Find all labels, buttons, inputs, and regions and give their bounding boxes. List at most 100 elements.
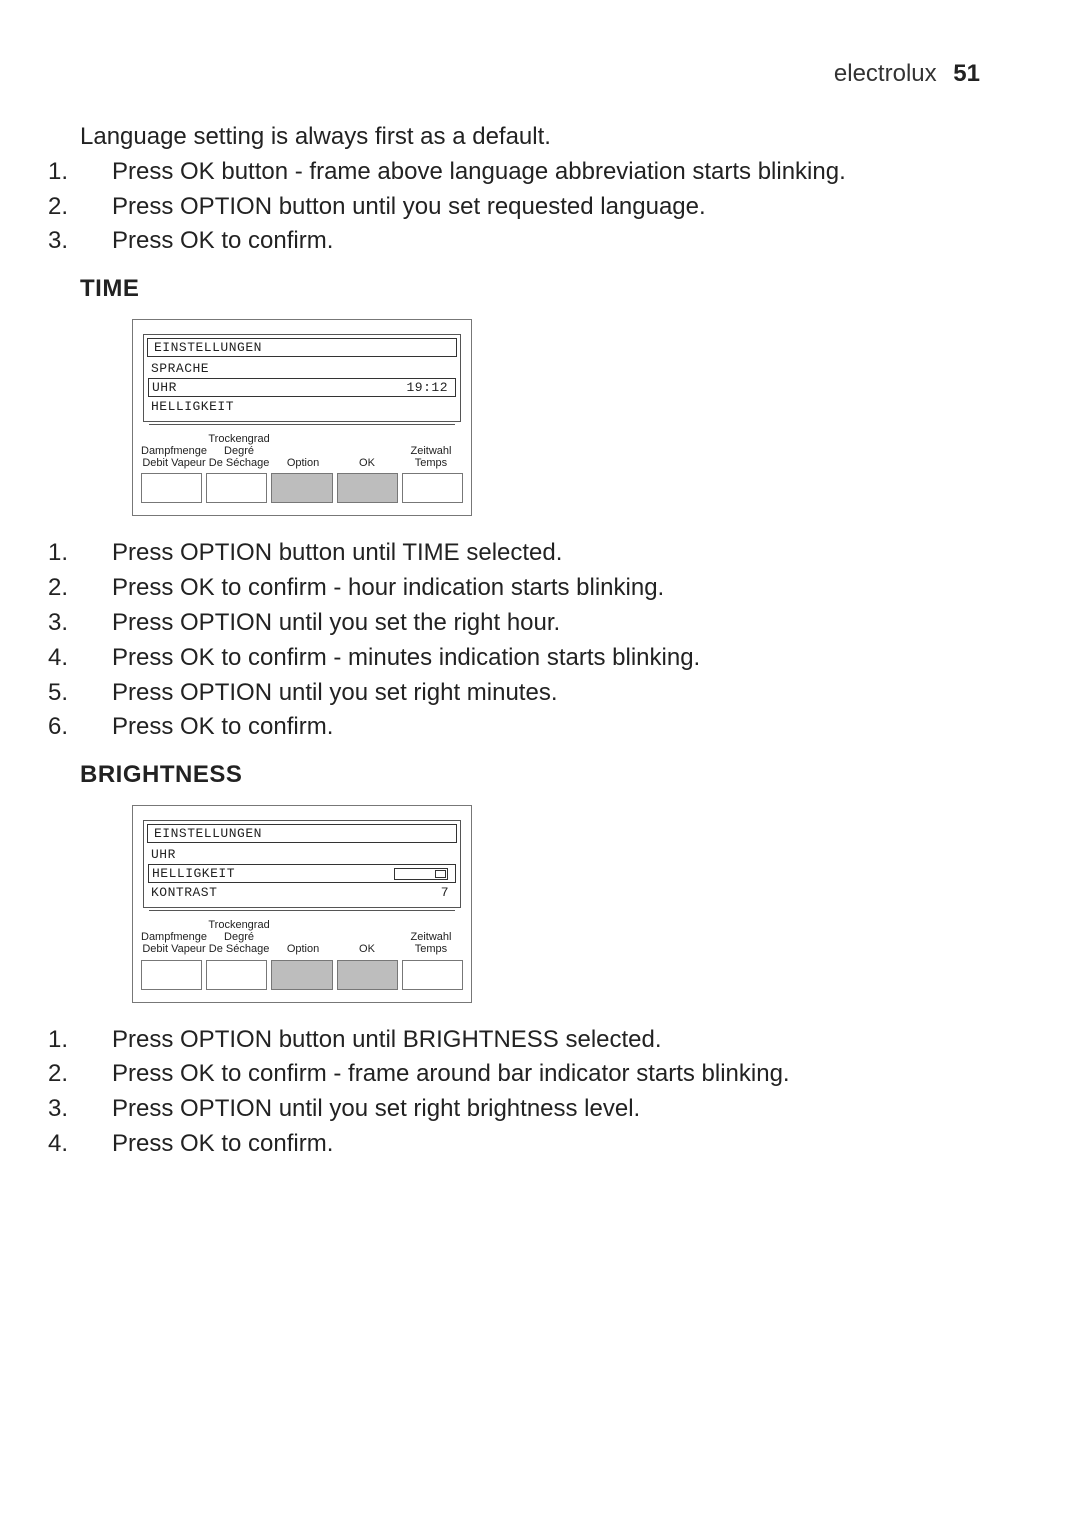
page: electrolux 51 Language setting is always…	[0, 0, 1080, 1529]
option-button[interactable]	[271, 960, 332, 990]
brightness-bar	[394, 866, 452, 881]
list-item: 2.Press OK to confirm - frame around bar…	[80, 1057, 1000, 1092]
button-label-col: Trockengrad Degré De Séchage	[207, 433, 271, 469]
step-text: Press OPTION button until TIME selected.	[112, 539, 562, 566]
intro-lead: Language setting is always first as a de…	[80, 120, 1000, 155]
label-line: Zeitwahl	[399, 931, 463, 943]
lcd-row: HELLIGKEIT	[148, 398, 456, 415]
lcd-title: EINSTELLUNGEN	[147, 824, 457, 843]
divider	[149, 910, 455, 911]
control-panel: EINSTELLUNGEN SPRACHE UHR 19:12 HELLIGKE…	[132, 319, 472, 516]
step-text: Press OK to confirm - hour indication st…	[112, 574, 664, 601]
dryness-button[interactable]	[206, 473, 267, 503]
brightness-heading: BRIGHTNESS	[80, 761, 1000, 789]
button-row	[133, 469, 471, 515]
button-labels-row: Dampfmenge Debit Vapeur Trockengrad Degr…	[133, 433, 471, 469]
lcd-screen: EINSTELLUNGEN SPRACHE UHR 19:12 HELLIGKE…	[143, 334, 461, 422]
step-text: Press OPTION button until BRIGHTNESS sel…	[112, 1026, 662, 1053]
button-label-col: Dampfmenge Debit Vapeur	[141, 445, 207, 469]
list-item: 2.Press OK to confirm - hour indication …	[80, 571, 1000, 606]
intro-block: Language setting is always first as a de…	[80, 120, 1000, 259]
time-heading: TIME	[80, 275, 1000, 303]
label-line: Trockengrad	[207, 433, 271, 445]
step-text: Press OPTION button until you set reques…	[112, 193, 706, 220]
label-line: Debit Vapeur	[141, 943, 207, 955]
time-button[interactable]	[402, 960, 463, 990]
brand-label: electrolux	[834, 60, 937, 87]
label-line: Degré	[207, 445, 271, 457]
page-number: 51	[953, 60, 980, 87]
list-item: 3.Press OPTION until you set the right h…	[80, 606, 1000, 641]
list-item: 3.Press OK to confirm.	[80, 224, 1000, 259]
lcd-title: EINSTELLUNGEN	[147, 338, 457, 357]
dryness-button[interactable]	[206, 960, 267, 990]
time-button[interactable]	[402, 473, 463, 503]
lcd-screen: EINSTELLUNGEN UHR HELLIGKEIT	[143, 820, 461, 908]
brightness-panel: EINSTELLUNGEN UHR HELLIGKEIT	[132, 805, 1000, 1002]
intro-steps: 1.Press OK button - frame above language…	[80, 155, 1000, 259]
label-line: OK	[335, 943, 399, 955]
label-line: Option	[271, 457, 335, 469]
step-text: Press OPTION until you set right brightn…	[112, 1095, 640, 1122]
label-line: Temps	[399, 943, 463, 955]
lcd-row-selected: HELLIGKEIT	[148, 864, 456, 883]
divider	[149, 424, 455, 425]
step-text: Press OK to confirm.	[112, 713, 333, 740]
step-text: Press OPTION until you set the right hou…	[112, 609, 560, 636]
ok-button[interactable]	[337, 473, 398, 503]
list-item: 3.Press OPTION until you set right brigh…	[80, 1092, 1000, 1127]
label-line: Trockengrad	[207, 919, 271, 931]
ok-button[interactable]	[337, 960, 398, 990]
list-item: 4.Press OK to confirm - minutes indicati…	[80, 641, 1000, 676]
button-labels-row: Dampfmenge Debit Vapeur Trockengrad Degr…	[133, 919, 471, 955]
lcd-row-selected: UHR 19:12	[148, 378, 456, 397]
list-item: 1.Press OPTION button until TIME selecte…	[80, 536, 1000, 571]
list-item: 1.Press OK button - frame above language…	[80, 155, 1000, 190]
label-line: Degré	[207, 931, 271, 943]
button-label-col: Option	[271, 943, 335, 955]
button-label-col: Option	[271, 457, 335, 469]
lcd-row-label: HELLIGKEIT	[151, 399, 234, 414]
list-item: 6.Press OK to confirm.	[80, 710, 1000, 745]
lcd-rows: UHR HELLIGKEIT KONTRAST 7	[144, 846, 460, 907]
control-panel: EINSTELLUNGEN UHR HELLIGKEIT	[132, 805, 472, 1002]
lcd-area: EINSTELLUNGEN SPRACHE UHR 19:12 HELLIGKE…	[133, 320, 471, 433]
button-row	[133, 956, 471, 1002]
list-item: 1.Press OPTION button until BRIGHTNESS s…	[80, 1023, 1000, 1058]
steam-button[interactable]	[141, 473, 202, 503]
button-label-col: OK	[335, 457, 399, 469]
list-item: 4.Press OK to confirm.	[80, 1127, 1000, 1162]
button-label-col: OK	[335, 943, 399, 955]
step-text: Press OPTION until you set right minutes…	[112, 679, 558, 706]
lcd-row: UHR	[148, 846, 456, 863]
lcd-row-value: 19:12	[406, 380, 452, 395]
lcd-area: EINSTELLUNGEN UHR HELLIGKEIT	[133, 806, 471, 919]
label-line: De Séchage	[207, 457, 271, 469]
brightness-steps: 1.Press OPTION button until BRIGHTNESS s…	[80, 1023, 1000, 1162]
step-text: Press OK to confirm - minutes indication…	[112, 644, 700, 671]
label-line: Option	[271, 943, 335, 955]
label-line: Debit Vapeur	[141, 457, 207, 469]
step-text: Press OK button - frame above language a…	[112, 158, 846, 185]
button-label-col: Zeitwahl Temps	[399, 931, 463, 955]
lcd-rows: SPRACHE UHR 19:12 HELLIGKEIT	[144, 360, 460, 421]
step-text: Press OK to confirm.	[112, 1130, 333, 1157]
lcd-row-label: UHR	[151, 847, 176, 862]
lcd-row: KONTRAST 7	[148, 884, 456, 901]
option-button[interactable]	[271, 473, 332, 503]
steam-button[interactable]	[141, 960, 202, 990]
lcd-row-label: UHR	[152, 380, 177, 395]
lcd-row-label: SPRACHE	[151, 361, 209, 376]
time-panel: EINSTELLUNGEN SPRACHE UHR 19:12 HELLIGKE…	[132, 319, 1000, 516]
page-header: electrolux 51	[834, 60, 980, 88]
list-item: 5.Press OPTION until you set right minut…	[80, 676, 1000, 711]
label-line: Temps	[399, 457, 463, 469]
label-line: Dampfmenge	[141, 931, 207, 943]
list-item: 2.Press OPTION button until you set requ…	[80, 190, 1000, 225]
step-text: Press OK to confirm - frame around bar i…	[112, 1060, 790, 1087]
label-line: Dampfmenge	[141, 445, 207, 457]
step-text: Press OK to confirm.	[112, 227, 333, 254]
lcd-row-label: HELLIGKEIT	[152, 866, 235, 881]
lcd-row-label: KONTRAST	[151, 885, 217, 900]
label-line: De Séchage	[207, 943, 271, 955]
